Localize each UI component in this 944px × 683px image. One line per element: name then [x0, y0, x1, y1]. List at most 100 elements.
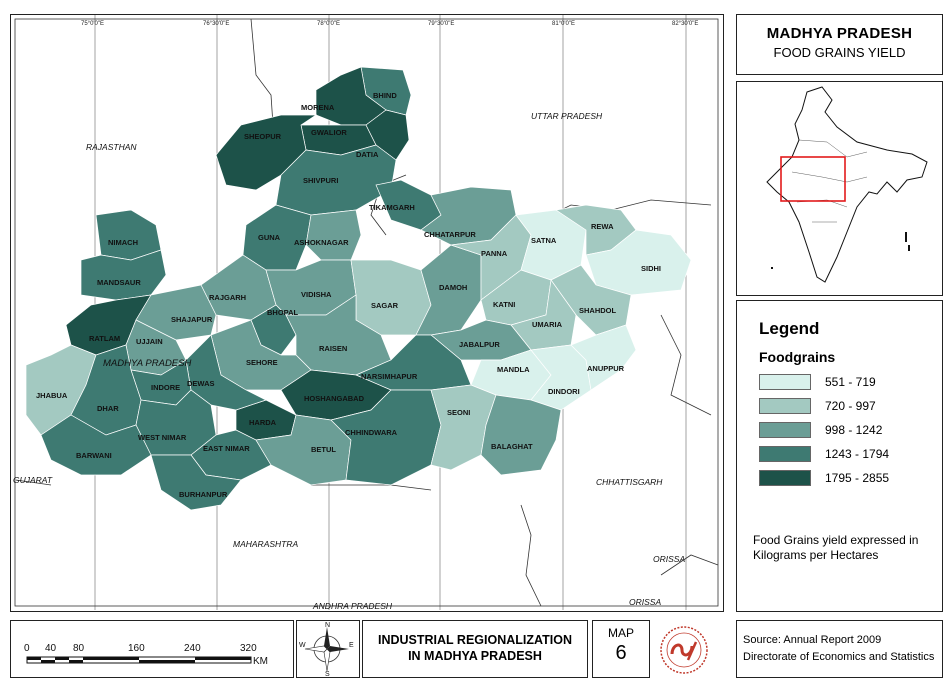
- label-state: MADHYA PRADESH: [103, 358, 191, 369]
- map-panel: RAJASTHAN UTTAR PRADESH GUJARAT MAHARASH…: [10, 14, 724, 619]
- district-label: CHHATARPUR: [424, 230, 476, 239]
- tick-top-4: 81°0'0"E: [552, 21, 575, 27]
- compass-icon: N S E W: [299, 622, 354, 678]
- district-label: SIDHI: [641, 264, 661, 273]
- legend-swatch: [759, 422, 811, 438]
- district-label: BARWANI: [76, 451, 112, 460]
- district-label: BURHANPUR: [179, 490, 228, 499]
- inset-extent-box: [780, 156, 846, 202]
- district-label: UMARIA: [532, 320, 563, 329]
- tick-top-0: 75°0'0"E: [81, 21, 104, 27]
- project-title-box: INDUSTRIAL REGIONALIZATION IN MADHYA PRA…: [362, 620, 588, 678]
- district-label: ANUPPUR: [587, 364, 625, 373]
- district-map: RAJASTHAN UTTAR PRADESH GUJARAT MAHARASH…: [13, 15, 719, 619]
- district-sheopur: [215, 114, 318, 191]
- districts-layer: [25, 66, 692, 511]
- district-label: EAST NIMAR: [203, 444, 250, 453]
- district-label: WEST NIMAR: [138, 433, 187, 442]
- district-label: CHHINDWARA: [345, 428, 398, 437]
- project-title-line1: INDUSTRIAL REGIONALIZATION: [378, 633, 572, 647]
- map-number-box: MAP 6: [592, 620, 650, 678]
- district-label: KATNI: [493, 300, 515, 309]
- legend-label: 1795 - 2855: [825, 471, 890, 485]
- scale-tick: 320: [240, 643, 257, 654]
- district-label: BETUL: [311, 445, 336, 454]
- district-label: RATLAM: [89, 334, 120, 343]
- legend-label: 551 - 719: [825, 375, 876, 389]
- label-chhattisgarh: CHHATTISGARH: [596, 477, 663, 487]
- legend-swatch: [759, 374, 811, 390]
- scale-tick: 40: [45, 643, 57, 654]
- district-label: MANDSAUR: [97, 278, 141, 287]
- label-andhra-pradesh: ANDHRA PRADESH: [312, 601, 393, 610]
- tick-top-3: 79°30'0"E: [428, 21, 454, 27]
- district-label: DINDORI: [548, 387, 580, 396]
- district-label: DATIA: [356, 150, 379, 159]
- district-label: GUNA: [258, 233, 281, 242]
- scale-tick: 0: [24, 643, 30, 654]
- district-sagar: [350, 259, 432, 336]
- legend-swatch: [759, 470, 811, 486]
- legend-swatch: [759, 446, 811, 462]
- district-label: HOSHANGABAD: [304, 394, 365, 403]
- district-label: BALAGHAT: [491, 442, 533, 451]
- district-jabalpur: [430, 319, 532, 361]
- institution-logo: [660, 626, 708, 674]
- district-label: SEHORE: [246, 358, 278, 367]
- district-label: SHIVPURI: [303, 176, 338, 185]
- project-title-line2: IN MADHYA PRADESH: [408, 649, 542, 663]
- legend-box: Legend Foodgrains 551 - 719 720 - 997 99…: [736, 300, 943, 612]
- district-label: MANDLA: [497, 365, 530, 374]
- logo-box: [652, 620, 732, 678]
- district-label: BHIND: [373, 91, 397, 100]
- india-outline: [766, 86, 928, 283]
- legend-item: 998 - 1242: [759, 421, 882, 439]
- label-gujarat: GUJARAT: [13, 475, 53, 485]
- source-line2: Directorate of Economics and Statistics: [743, 651, 935, 663]
- source-line1: Source: Annual Report 2009: [743, 634, 882, 646]
- district-balaghat: [480, 394, 562, 476]
- district-label: NARSIMHAPUR: [361, 372, 418, 381]
- district-label: VIDISHA: [301, 290, 332, 299]
- district-label: SATNA: [531, 236, 557, 245]
- district-ashoknagar: [305, 209, 362, 261]
- district-label: SEONI: [447, 408, 470, 417]
- legend-item: 1243 - 1794: [759, 445, 889, 463]
- scale-unit: KM: [253, 656, 268, 667]
- district-label: TIKAMGARH: [369, 203, 415, 212]
- scale-bar: [26, 656, 252, 664]
- label-maharashtra: MAHARASHTRA: [233, 539, 299, 549]
- district-label: RAISEN: [319, 344, 347, 353]
- district-label: SHAHDOL: [579, 306, 617, 315]
- scale-tick: 80: [73, 643, 85, 654]
- compass-s: S: [325, 671, 330, 676]
- district-label: NIMACH: [108, 238, 138, 247]
- district-anuppur: [570, 324, 637, 391]
- legend-item: 1795 - 2855: [759, 469, 889, 487]
- tick-top-5: 82°30'0"E: [672, 21, 698, 27]
- map-title: MADHYA PRADESH: [766, 25, 913, 42]
- map-number-value: 6: [615, 642, 627, 664]
- label-orissa: ORISSA: [653, 554, 685, 564]
- district-label: PANNA: [481, 249, 508, 258]
- district-label: RAJGARH: [209, 293, 246, 302]
- legend-subtitle: Foodgrains: [759, 349, 836, 365]
- legend-swatch: [759, 398, 811, 414]
- map-subtitle: FOOD GRAINS YIELD: [773, 45, 906, 60]
- legend-label: 998 - 1242: [825, 423, 883, 437]
- district-label: JABALPUR: [459, 340, 500, 349]
- district-label: BHOPAL: [267, 308, 299, 317]
- district-label: SAGAR: [371, 301, 399, 310]
- india-inset-map: [736, 81, 943, 296]
- north-arrow-box: N S E W: [296, 620, 360, 678]
- district-burhanpur: [150, 454, 242, 511]
- district-label: DEWAS: [187, 379, 215, 388]
- district-label: SHAJAPUR: [171, 315, 213, 324]
- district-label: ASHOKNAGAR: [294, 238, 349, 247]
- district-label: INDORE: [151, 383, 180, 392]
- compass-e: E: [349, 642, 354, 649]
- district-label: DHAR: [97, 404, 119, 413]
- compass-n: N: [325, 622, 330, 629]
- district-nimach: [95, 209, 162, 261]
- tick-top-2: 78°0'0"E: [317, 21, 340, 27]
